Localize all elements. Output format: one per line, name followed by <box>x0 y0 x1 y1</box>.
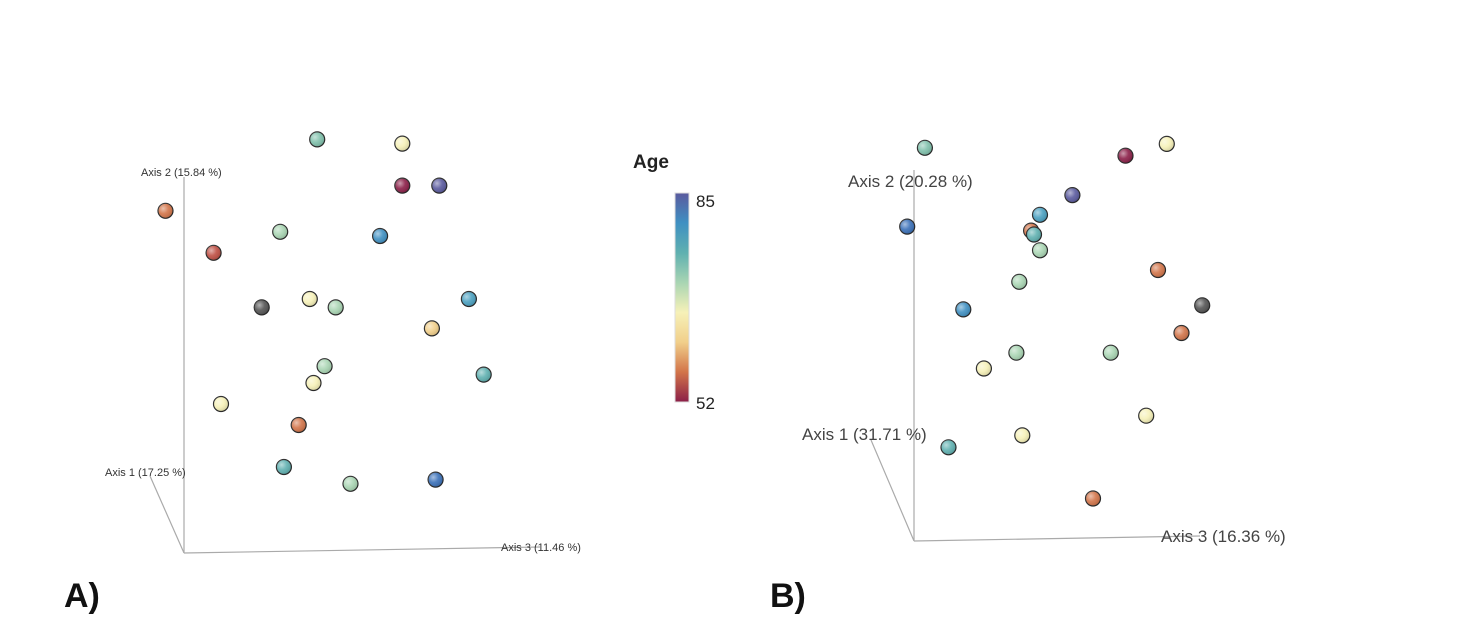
panel-b-axis2-label: Axis 2 (20.28 %) <box>848 172 973 191</box>
panel-a-point-2 <box>157 202 174 219</box>
colorbar-max-label: 85 <box>696 192 715 211</box>
panel-b-point-9 <box>1149 261 1167 279</box>
panel-a-point-12 <box>423 320 440 337</box>
panel-a-point-8 <box>301 290 318 308</box>
panel-a-point-3 <box>394 177 411 194</box>
panel-b-point-18 <box>1014 427 1031 444</box>
panel-b-point-5 <box>1031 206 1049 223</box>
panel-b-point-17 <box>1138 407 1155 424</box>
panel-b-point-20 <box>1084 490 1102 507</box>
panel-a-points <box>157 131 492 492</box>
panel-b-points <box>899 135 1211 507</box>
panel-b-axis3-label: Axis 3 (16.36 %) <box>1161 527 1286 546</box>
panel-b-point-0 <box>916 139 934 156</box>
panel-b-point-10 <box>1011 273 1028 290</box>
panel-b-point-4 <box>899 218 916 235</box>
panel-b-point-16 <box>975 360 993 377</box>
panel-a-point-1 <box>394 135 411 152</box>
panel-a-point-4 <box>431 177 448 194</box>
panel-b-axis1-label: Axis 1 (31.71 %) <box>802 425 927 444</box>
panel-b-axis3-line <box>913 535 1201 542</box>
panel-b-point-12 <box>1194 297 1211 314</box>
panel-a-axis3-label: Axis 3 (11.46 %) <box>501 542 581 554</box>
panel-a-point-14 <box>305 374 322 392</box>
panel-a-point-15 <box>475 366 492 383</box>
colorbar-min-label: 52 <box>696 394 715 413</box>
panel-a-point-20 <box>427 471 444 488</box>
panel-a-label: A) <box>64 577 100 615</box>
panel-a: Axis 2 (15.84 %) Axis 1 (17.25 %) Axis 3… <box>64 131 581 615</box>
colorbar: Age 85 52 <box>633 152 715 413</box>
panel-a-axis2-label: Axis 2 (15.84 %) <box>141 167 222 179</box>
colorbar-title: Age <box>633 152 669 173</box>
panel-b-point-19 <box>940 439 957 456</box>
panel-a-point-18 <box>275 458 292 476</box>
panel-b: Axis 2 (20.28 %) Axis 1 (31.71 %) Axis 3… <box>770 135 1286 615</box>
panel-b-label: B) <box>770 577 806 615</box>
panel-a-point-11 <box>460 290 477 308</box>
panel-a-point-0 <box>309 131 326 148</box>
panel-a-point-16 <box>212 395 230 413</box>
panel-a-point-10 <box>327 299 344 316</box>
panel-b-axis1-line <box>870 439 915 542</box>
panel-b-point-8 <box>1031 242 1049 259</box>
panel-b-point-11 <box>955 301 972 318</box>
panel-a-point-9 <box>253 299 270 316</box>
panel-a-point-13 <box>316 358 333 375</box>
panel-a-point-19 <box>342 475 359 492</box>
panel-b-point-2 <box>1117 147 1134 164</box>
panel-b-point-1 <box>1158 135 1175 152</box>
colorbar-gradient <box>674 192 690 403</box>
panel-a-point-6 <box>372 227 389 245</box>
panel-a-axis3-line <box>183 546 541 554</box>
panel-a-axis1-line <box>149 475 185 554</box>
panel-a-axis1-label: Axis 1 (17.25 %) <box>105 467 186 479</box>
panel-b-point-13 <box>1173 324 1190 342</box>
panel-a-point-17 <box>290 416 307 434</box>
panel-a-point-5 <box>272 223 289 240</box>
panel-b-point-3 <box>1064 187 1081 204</box>
panel-b-point-7 <box>1025 226 1043 243</box>
panel-a-point-7 <box>205 244 222 261</box>
panel-b-point-15 <box>1102 344 1119 361</box>
panel-b-point-14 <box>1008 344 1025 361</box>
